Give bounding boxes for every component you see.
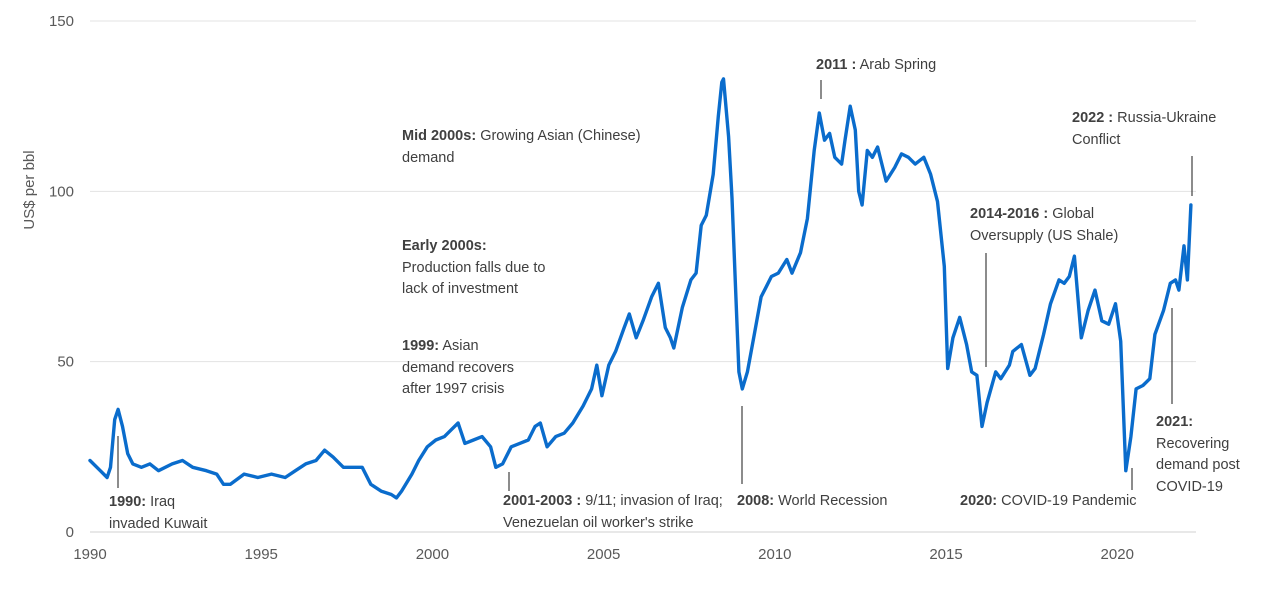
annotation-2022-bold: 2022 : [1072, 110, 1114, 126]
annotation-2008-bold: 2008: [737, 493, 775, 509]
annotation-2008-line1: World Recession [778, 493, 888, 509]
annotation-1999-bold: 1999: [402, 338, 440, 354]
gridlines [90, 20, 1196, 533]
annotation-2021-line2: demand post [1156, 457, 1240, 473]
annotation-2001-2003-line2: Venezuelan oil worker's strike [503, 514, 694, 531]
annotation-2014-2016-line2: Oversupply (US Shale) [970, 227, 1119, 244]
annotation-2008: 2008: World Recession [737, 491, 887, 513]
annotation-1999: 1999: Asian demand recovers after 1997 c… [402, 336, 514, 401]
annotation-2001-2003-line1: 9/11; invasion of Iraq; [585, 493, 723, 509]
annotation-2014-2016-bold: 2014-2016 : [970, 206, 1049, 222]
annotation-2021-line1: Recovering [1156, 435, 1230, 452]
annotation-2022: 2022 : Russia-Ukraine Conflict [1072, 108, 1216, 151]
x-tick-label-1990: 1990 [73, 546, 106, 563]
annotation-1990-bold: 1990: [109, 494, 147, 510]
y-axis-label: US$ per bbl [21, 150, 38, 229]
annotation-1999-line1: Asian [442, 338, 479, 354]
annotation-early-2000s-bold: Early 2000s: [402, 238, 487, 254]
annotation-mid-2000s-bold: Mid 2000s: [402, 128, 477, 144]
annotation-early-2000s-line1: Production falls due to [402, 259, 546, 276]
y-tick-label-150: 150 [49, 13, 74, 30]
annotation-1990-line1: Iraq [150, 494, 176, 510]
annotation-mid-2000s: Mid 2000s: Growing Asian (Chinese) deman… [402, 126, 641, 169]
annotation-2001-2003: 2001-2003 : 9/11; invasion of Iraq; Vene… [503, 491, 723, 534]
annotation-mid-2000s-line2: demand [402, 149, 455, 166]
annotation-1990: 1990: Iraq invaded Kuwait [109, 492, 207, 535]
x-tick-label-2000: 2000 [416, 546, 449, 563]
x-tick-label-2005: 2005 [587, 546, 620, 563]
annotation-2022-line1: Russia-Ukraine [1117, 110, 1217, 126]
y-tick-label-50: 50 [57, 354, 74, 371]
annotation-2011: 2011 : Arab Spring [816, 55, 936, 77]
annotation-early-2000s-line2: lack of investment [402, 281, 519, 297]
annotation-2020: 2020: COVID-19 Pandemic [960, 491, 1137, 513]
y-tick-label-0: 0 [66, 524, 74, 541]
annotation-2020-line1: COVID-19 Pandemic [1001, 493, 1137, 509]
x-tick-label-2010: 2010 [758, 546, 791, 563]
annotation-2001-2003-bold: 2001-2003 : [503, 493, 582, 509]
annotation-2011-bold: 2011 : [816, 57, 857, 73]
annotation-1999-line2: demand recovers [402, 359, 515, 376]
annotation-mid-2000s-line1: Growing Asian (Chinese) [480, 128, 641, 144]
annotation-2014-2016-line1: Global [1052, 206, 1095, 222]
annotation-1999-line3: after 1997 crisis [402, 381, 505, 397]
annotation-2021-bold: 2021: [1156, 414, 1194, 430]
annotation-2022-line2: Conflict [1072, 131, 1121, 148]
x-tick-label-1995: 1995 [245, 546, 278, 563]
x-tick-label-2015: 2015 [929, 546, 962, 563]
annotation-2011-line1: Arab Spring [859, 57, 937, 73]
y-tick-label-100: 100 [49, 183, 74, 200]
annotation-leader-lines [117, 80, 1193, 491]
annotation-2021-line3: COVID-19 [1156, 478, 1223, 495]
annotation-2021: 2021: Recovering demand post COVID-19 [1156, 412, 1240, 498]
series-line-brent [88, 77, 1193, 500]
x-tick-label-2020: 2020 [1101, 546, 1134, 563]
annotation-1990-line2: invaded Kuwait [109, 515, 208, 532]
x-axis-ticks: 1990 1995 2000 2005 2010 2015 2020 [73, 546, 1134, 563]
annotation-early-2000s: Early 2000s: Production falls due to lac… [402, 236, 545, 301]
annotation-2020-bold: 2020: [960, 493, 998, 509]
y-axis-ticks: 0 50 100 150 [49, 13, 74, 541]
annotation-2014-2016: 2014-2016 : Global Oversupply (US Shale) [970, 204, 1118, 247]
